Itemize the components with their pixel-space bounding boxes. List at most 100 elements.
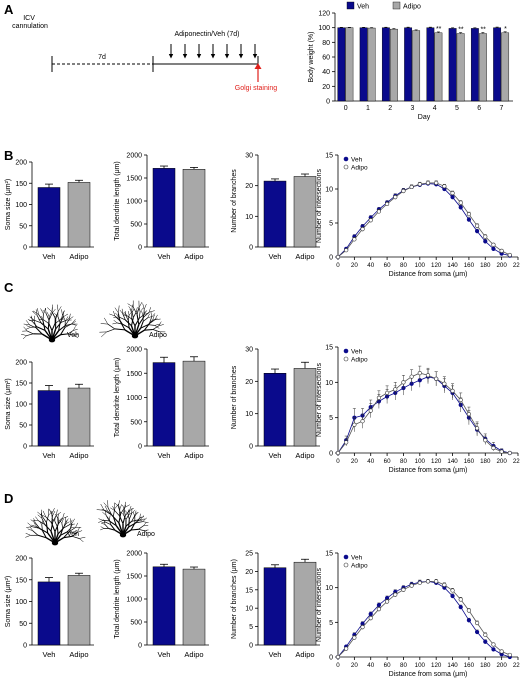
dendrite-segment: [60, 333, 69, 336]
y-tick-label: 5: [329, 415, 333, 422]
dendrite-segment: [25, 327, 31, 330]
x-tick-label: 160: [464, 262, 475, 269]
x-tick-label: 80: [400, 662, 407, 669]
neuron-drawing-veh-d: [25, 507, 86, 546]
dendrite-segment: [26, 325, 31, 328]
dendrite-segment: [121, 308, 124, 314]
chart-d-branches: 0 5 10 15 20 25 Number of branches (μm) Veh Adip…: [231, 551, 320, 659]
dendrite-segment: [58, 517, 62, 522]
adipo-point: [425, 373, 431, 378]
legend-label: Veh: [351, 157, 363, 164]
dendrite-segment: [143, 310, 148, 315]
veh-point: [458, 205, 463, 210]
adipo-series-line: [337, 581, 510, 658]
soma: [119, 532, 127, 538]
dendrite-segment: [44, 524, 52, 532]
chart-b-soma: 0 50 100 150 200 Soma size (μm²) Veh Adipo: [5, 160, 94, 261]
y-tick-label: 500: [130, 419, 142, 426]
dendrite-segment: [31, 524, 37, 528]
y-tick-label: 1500: [126, 176, 142, 183]
dendrite-segment: [131, 528, 139, 531]
injection-arrows: [168, 44, 258, 59]
x-tick-label: Adipo: [184, 451, 203, 460]
x-tick-label: 0: [336, 262, 340, 269]
x-tick-label: 140: [447, 662, 458, 669]
adipo-point: [458, 597, 463, 602]
adipo-point: [458, 397, 463, 403]
dendrite-segment: [98, 520, 104, 523]
y-tick-label: 100: [318, 25, 330, 32]
adipo-point: [384, 599, 390, 604]
dendrite-segment: [139, 516, 145, 519]
dendrite-segment: [32, 311, 38, 316]
dendrite-segment: [128, 513, 133, 520]
dendrite-segment: [41, 512, 43, 519]
dendrite-segment: [131, 509, 136, 514]
dendrite-segment: [127, 509, 129, 514]
adipo-point: [499, 649, 504, 654]
adipo-point: [483, 438, 488, 443]
veh-point: [466, 618, 472, 623]
dendrite-segment: [72, 531, 78, 535]
dendrite-segment: [143, 304, 147, 310]
x-tick-label: Veh: [269, 650, 282, 659]
adipo-point: [384, 390, 390, 396]
dendrite-segment: [114, 328, 125, 331]
dendrite-segment: [139, 307, 144, 312]
adipo-point: [335, 654, 341, 660]
x-tick-label: 220: [513, 662, 520, 669]
x-tick-label: 20: [351, 262, 358, 269]
adipo-bar: [434, 32, 443, 102]
dendrite-segment: [135, 521, 143, 524]
x-tick-label: Adipo: [295, 451, 314, 460]
dendrite-segment: [79, 538, 84, 542]
dendrite-segment: [73, 335, 79, 339]
dendrite-segment: [68, 316, 74, 320]
x-tick-label: 100: [415, 662, 426, 669]
adipo-point: [401, 188, 406, 194]
dendrite-segment: [39, 513, 46, 518]
veh-bar: [263, 373, 287, 447]
dendrite-segment: [63, 316, 66, 322]
veh-bar: [37, 187, 61, 248]
y-tick-label: 1000: [126, 199, 142, 206]
dendrite-segment: [27, 528, 33, 532]
y-axis-label: Number of intersections: [316, 568, 323, 642]
dendrite-segment: [60, 528, 64, 536]
dendrite-segment: [140, 324, 149, 329]
dendrite-segment: [100, 528, 105, 531]
dendrite-segment: [67, 330, 74, 335]
dendrite-segment: [123, 514, 127, 520]
dendrite-segment: [51, 507, 55, 515]
adipo-point: [434, 579, 439, 584]
dendrite-segment: [41, 515, 47, 523]
dendrite-segment: [27, 522, 33, 527]
adipo-point: [376, 607, 382, 612]
dendrite-segment: [152, 329, 160, 333]
chart-c-sholl: 0 5 10 15 Number of intersections 0 20 40 60 80 10…: [316, 345, 520, 475]
y-tick-label: 15: [325, 345, 333, 352]
adipo-point: [507, 450, 512, 456]
adipo-point: [360, 625, 365, 630]
injection-arrow-head: [196, 54, 202, 59]
injection-arrow-head: [252, 54, 258, 59]
y-tick-label: 120: [318, 11, 330, 18]
dendrite-segment: [71, 532, 78, 537]
y-tick-label: 20: [322, 84, 330, 91]
dendrite-segment: [119, 320, 126, 331]
dendrite-segment: [124, 501, 126, 508]
adipo-point: [474, 620, 480, 626]
dendrite-segment: [51, 311, 57, 320]
dendrite-segment: [62, 523, 67, 529]
y-tick-label: 5: [329, 221, 333, 228]
dendrite-segment: [51, 522, 56, 532]
adipo-point: [507, 252, 512, 258]
y-tick-label: 20: [245, 379, 253, 386]
adipo-point: [401, 380, 406, 385]
dendrite-segment: [124, 319, 132, 327]
dendrite-segment: [143, 529, 149, 531]
legend-swatch: [392, 1, 401, 10]
dendrite-segment: [63, 524, 70, 529]
dendrite-segment: [65, 316, 69, 322]
y-tick-label: 0: [138, 245, 142, 252]
